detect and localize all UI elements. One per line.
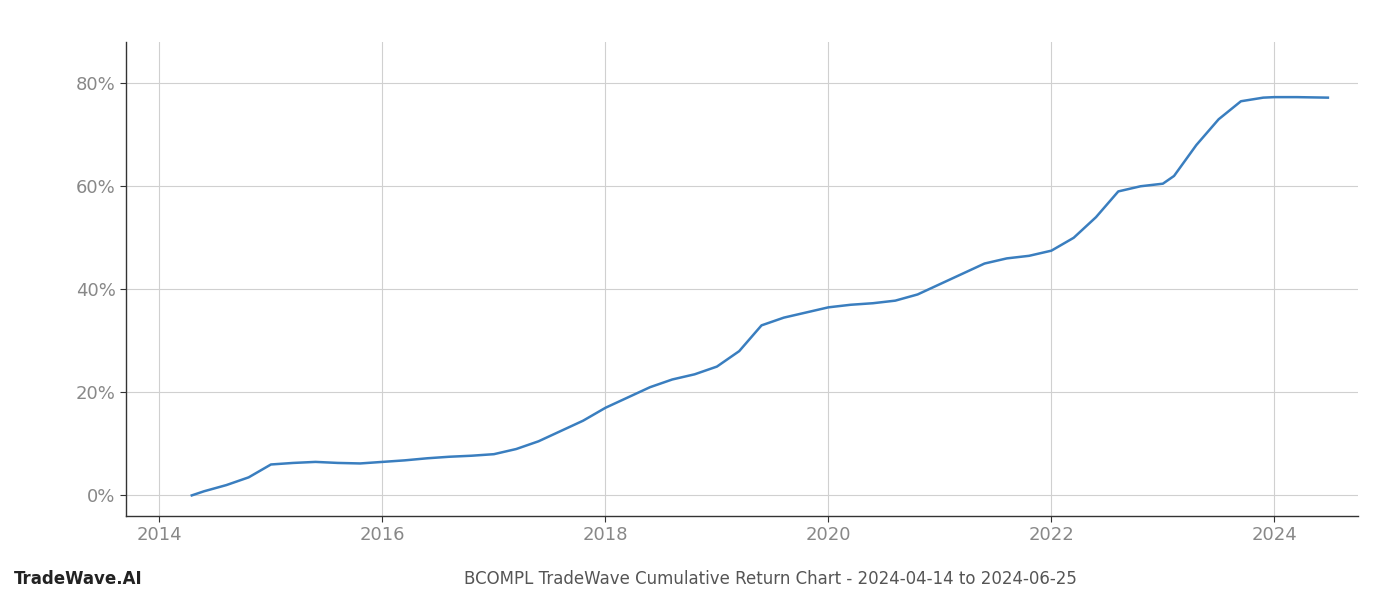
Text: TradeWave.AI: TradeWave.AI <box>14 570 143 588</box>
Text: BCOMPL TradeWave Cumulative Return Chart - 2024-04-14 to 2024-06-25: BCOMPL TradeWave Cumulative Return Chart… <box>463 570 1077 588</box>
